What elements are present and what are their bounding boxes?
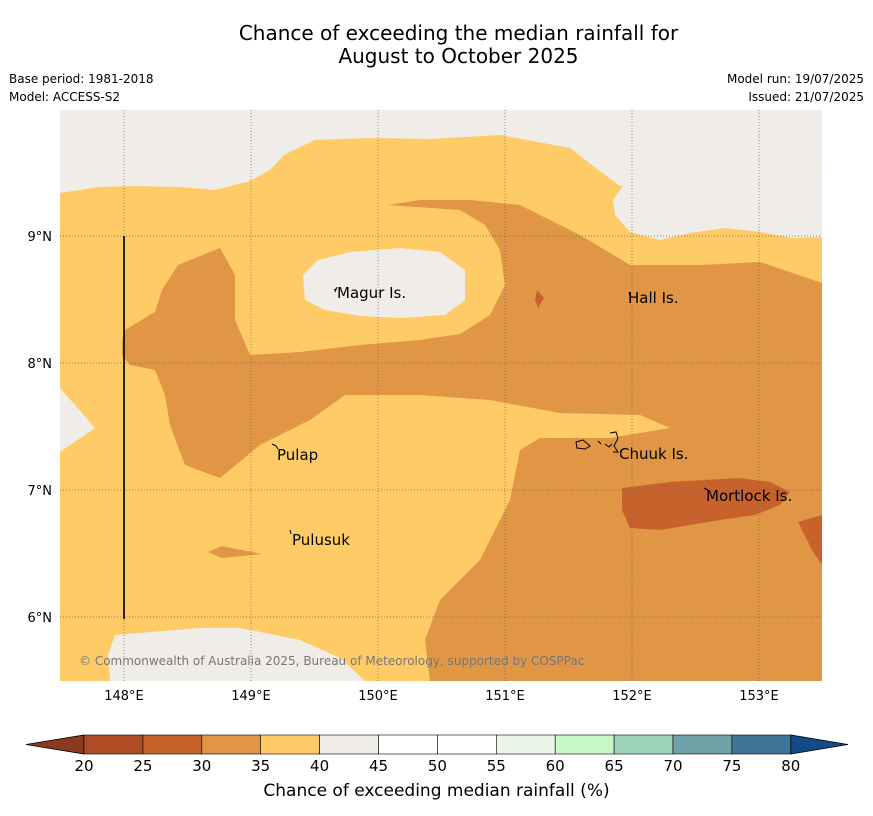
colorbar-tick-label: 45 xyxy=(369,757,388,775)
colorbar-segment xyxy=(672,734,733,755)
colorbar-tick-label: 70 xyxy=(663,757,682,775)
colorbar-tick-label: 75 xyxy=(722,757,741,775)
lon-label: 151°E xyxy=(485,689,525,704)
place-labels: Magur Is. Hall Is. Pulap Chuuk Is. Mortl… xyxy=(277,284,792,549)
base-period: Base period: 1981-2018 xyxy=(9,72,154,86)
colorbar-tick-label: 20 xyxy=(74,757,93,775)
label-pulusuk: Pulusuk xyxy=(292,531,350,549)
latitude-labels: 9°N 8°N 7°N 6°N xyxy=(28,230,53,626)
region-40-45-south xyxy=(108,628,365,681)
lon-label: 153°E xyxy=(739,689,779,704)
pulusuk-island xyxy=(289,529,292,535)
region-25-30-mortlock xyxy=(622,478,790,530)
colorbar-tick-label: 40 xyxy=(310,757,329,775)
meta-left: Base period: 1981-2018 Model: ACCESS-S2 xyxy=(9,70,154,106)
model-name: Model: ACCESS-S2 xyxy=(9,90,121,104)
mortlock-island xyxy=(703,487,709,491)
meta-right: Model run: 19/07/2025 Issued: 21/07/2025 xyxy=(727,70,864,106)
region-40-45-north xyxy=(60,110,822,193)
colorbar-over-arrow xyxy=(790,734,849,755)
title-line-2: August to October 2025 xyxy=(338,44,579,68)
issued-date: Issued: 21/07/2025 xyxy=(748,90,864,104)
colorbar-tick-label: 55 xyxy=(487,757,506,775)
title-line-1: Chance of exceeding the median rainfall … xyxy=(238,21,679,45)
region-40-45-northeast xyxy=(613,143,822,240)
colorbar-segment xyxy=(378,734,438,755)
colorbar-segment xyxy=(83,734,144,755)
colorbar-tick-label: 25 xyxy=(133,757,152,775)
colorbar: 20 25 30 35 40 45 50 55 60 65 70 75 80 xyxy=(25,734,849,775)
region-40-45-magur xyxy=(303,248,465,318)
label-hall: Hall Is. xyxy=(628,289,679,307)
colorbar-tick-label: 35 xyxy=(251,757,270,775)
colorbar-segment xyxy=(495,734,556,755)
label-pulap: Pulap xyxy=(277,446,318,464)
region-30-35-pulusuk xyxy=(208,546,262,558)
pulap-island xyxy=(271,443,279,450)
colorbar-segment xyxy=(142,734,203,755)
region-30-35 xyxy=(122,200,822,681)
colorbar-under-arrow xyxy=(25,734,85,755)
lon-label: 148°E xyxy=(104,689,144,704)
hall-island xyxy=(628,291,631,297)
colorbar-segment xyxy=(731,734,792,755)
colorbar-segment xyxy=(437,734,497,755)
colorbar-tick-label: 30 xyxy=(192,757,211,775)
region-25-30-east xyxy=(798,515,822,565)
region-25-30-hall xyxy=(535,290,544,308)
lat-label: 8°N xyxy=(28,357,53,372)
lat-label: 6°N xyxy=(28,611,53,626)
map-title: Chance of exceeding the median rainfall … xyxy=(0,22,873,68)
lon-label: 149°E xyxy=(231,689,271,704)
lon-label: 150°E xyxy=(358,689,398,704)
colorbar-segment xyxy=(613,734,674,755)
colorbar-tick-label: 65 xyxy=(605,757,624,775)
magur-island xyxy=(333,286,338,293)
colorbar-tick-label: 80 xyxy=(781,757,800,775)
lat-label: 9°N xyxy=(28,230,53,245)
colorbar-tick-label: 50 xyxy=(428,757,447,775)
label-mortlock: Mortlock Is. xyxy=(706,487,792,505)
colorbar-segment xyxy=(319,734,379,755)
map-field xyxy=(60,110,822,681)
label-magur: Magur Is. xyxy=(337,284,406,302)
island-outlines xyxy=(271,286,709,535)
legend-title: Chance of exceeding median rainfall (%) xyxy=(263,781,610,801)
lat-label: 7°N xyxy=(28,484,53,499)
colorbar-segment xyxy=(260,734,320,755)
colorbar-segment xyxy=(554,734,615,755)
colorbar-tick-label: 60 xyxy=(546,757,565,775)
region-40-45-west xyxy=(60,388,95,452)
label-chuuk: Chuuk Is. xyxy=(619,445,688,463)
colorbar-segment xyxy=(201,734,262,755)
chuuk-lagoon xyxy=(575,431,619,453)
lon-label: 152°E xyxy=(612,689,652,704)
copyright-notice: © Commonwealth of Australia 2025, Bureau… xyxy=(79,654,584,668)
longitude-labels: 148°E 149°E 150°E 151°E 152°E 153°E xyxy=(104,689,779,704)
model-run: Model run: 19/07/2025 xyxy=(726,72,864,86)
